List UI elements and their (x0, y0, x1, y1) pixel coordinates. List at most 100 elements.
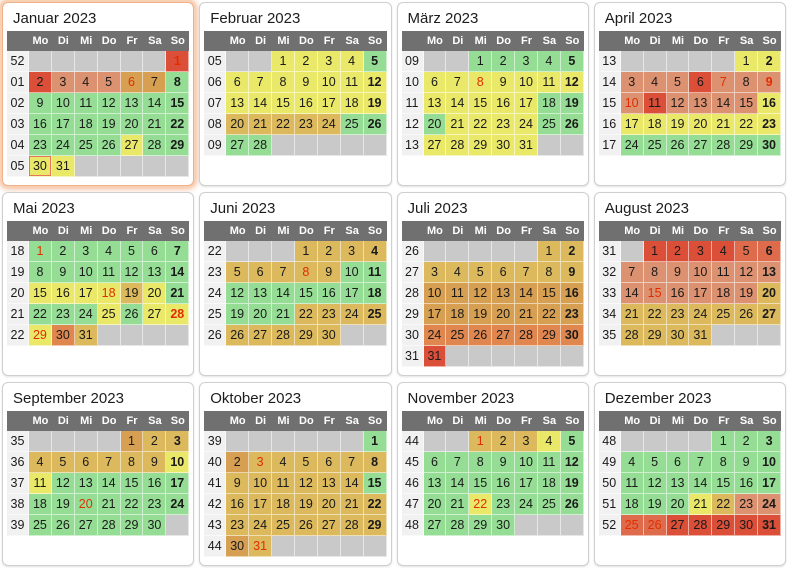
day-cell-10[interactable]: 10 (689, 262, 713, 283)
day-cell-30[interactable]: 30 (492, 135, 516, 156)
day-cell-14[interactable]: 14 (689, 473, 713, 494)
day-cell-3[interactable]: 3 (166, 431, 190, 452)
day-cell-30[interactable]: 30 (666, 325, 690, 346)
day-cell-3[interactable]: 3 (423, 262, 447, 283)
day-cell-24[interactable]: 24 (249, 515, 273, 536)
day-cell-6[interactable]: 6 (492, 262, 516, 283)
day-cell-3[interactable]: 3 (249, 452, 273, 473)
day-cell-5[interactable]: 5 (560, 431, 584, 452)
day-cell-16[interactable]: 16 (560, 283, 584, 304)
day-cell-13[interactable]: 13 (226, 93, 250, 114)
day-cell-26[interactable]: 26 (363, 114, 387, 135)
day-cell-30[interactable]: 30 (758, 135, 781, 156)
day-cell-7[interactable]: 7 (340, 452, 364, 473)
day-cell-7[interactable]: 7 (446, 452, 470, 473)
day-cell-15[interactable]: 15 (469, 473, 493, 494)
day-cell-14[interactable]: 14 (166, 262, 190, 283)
day-cell-16[interactable]: 16 (492, 93, 516, 114)
day-cell-8[interactable]: 8 (272, 72, 295, 93)
day-cell-27[interactable]: 27 (689, 135, 713, 156)
day-cell-21[interactable]: 21 (712, 114, 736, 135)
day-cell-1[interactable]: 1 (735, 51, 759, 72)
day-cell-15[interactable]: 15 (29, 283, 52, 304)
day-cell-8[interactable]: 8 (712, 452, 736, 473)
day-cell-25[interactable]: 25 (363, 304, 387, 325)
day-cell-17[interactable]: 17 (515, 473, 538, 494)
day-cell-16[interactable]: 16 (317, 283, 341, 304)
day-cell-17[interactable]: 17 (340, 283, 364, 304)
day-cell-27[interactable]: 27 (423, 135, 447, 156)
day-cell-27[interactable]: 27 (249, 325, 273, 346)
day-cell-9[interactable]: 9 (735, 452, 759, 473)
day-cell-11[interactable]: 11 (29, 473, 52, 494)
day-cell-24[interactable]: 24 (166, 494, 190, 515)
day-cell-31[interactable]: 31 (249, 536, 273, 557)
day-cell-12[interactable]: 12 (735, 262, 759, 283)
day-cell-29[interactable]: 29 (643, 325, 667, 346)
day-cell-6[interactable]: 6 (143, 241, 167, 262)
day-cell-4[interactable]: 4 (363, 241, 387, 262)
day-cell-23[interactable]: 23 (758, 114, 781, 135)
day-cell-9[interactable]: 9 (51, 262, 75, 283)
day-cell-24[interactable]: 24 (74, 304, 98, 325)
day-cell-29[interactable]: 29 (469, 515, 493, 536)
day-cell-19[interactable]: 19 (226, 304, 250, 325)
day-cell-11[interactable]: 11 (446, 283, 470, 304)
day-cell-2[interactable]: 2 (29, 72, 52, 93)
day-cell-10[interactable]: 10 (51, 93, 75, 114)
day-cell-17[interactable]: 17 (51, 114, 75, 135)
day-cell-1[interactable]: 1 (712, 431, 736, 452)
day-cell-31[interactable]: 31 (423, 346, 447, 367)
day-cell-20[interactable]: 20 (666, 494, 690, 515)
day-cell-25[interactable]: 25 (97, 304, 121, 325)
day-cell-4[interactable]: 4 (537, 51, 561, 72)
day-cell-30[interactable]: 30 (226, 536, 250, 557)
day-cell-14[interactable]: 14 (446, 473, 470, 494)
day-cell-30[interactable]: 30 (29, 156, 52, 177)
day-cell-11[interactable]: 11 (537, 452, 561, 473)
day-cell-28[interactable]: 28 (446, 515, 470, 536)
day-cell-14[interactable]: 14 (620, 283, 644, 304)
day-cell-18[interactable]: 18 (363, 283, 387, 304)
day-cell-5[interactable]: 5 (643, 452, 667, 473)
day-cell-6[interactable]: 6 (74, 452, 98, 473)
day-cell-16[interactable]: 16 (51, 283, 75, 304)
day-cell-26[interactable]: 26 (97, 135, 121, 156)
day-cell-23[interactable]: 23 (492, 494, 516, 515)
day-cell-30[interactable]: 30 (560, 325, 584, 346)
day-cell-9[interactable]: 9 (29, 93, 52, 114)
day-cell-5[interactable]: 5 (735, 241, 759, 262)
day-cell-5[interactable]: 5 (226, 262, 250, 283)
day-cell-30[interactable]: 30 (143, 515, 167, 536)
day-cell-7[interactable]: 7 (166, 241, 190, 262)
day-cell-7[interactable]: 7 (712, 72, 736, 93)
day-cell-1[interactable]: 1 (272, 51, 295, 72)
day-cell-27[interactable]: 27 (492, 325, 516, 346)
day-cell-28[interactable]: 28 (712, 135, 736, 156)
day-cell-15[interactable]: 15 (363, 473, 387, 494)
day-cell-1[interactable]: 1 (120, 431, 144, 452)
day-cell-14[interactable]: 14 (446, 93, 470, 114)
day-cell-29[interactable]: 29 (29, 325, 52, 346)
day-cell-7[interactable]: 7 (249, 72, 273, 93)
day-cell-1[interactable]: 1 (643, 241, 667, 262)
day-cell-21[interactable]: 21 (166, 283, 190, 304)
day-cell-27[interactable]: 27 (120, 135, 144, 156)
day-cell-21[interactable]: 21 (272, 304, 295, 325)
day-cell-2[interactable]: 2 (492, 431, 516, 452)
day-cell-10[interactable]: 10 (317, 72, 341, 93)
day-cell-26[interactable]: 26 (51, 515, 75, 536)
day-cell-20[interactable]: 20 (317, 494, 341, 515)
day-cell-24[interactable]: 24 (515, 114, 538, 135)
day-cell-16[interactable]: 16 (29, 114, 52, 135)
day-cell-9[interactable]: 9 (666, 262, 690, 283)
day-cell-10[interactable]: 10 (166, 452, 190, 473)
day-cell-19[interactable]: 19 (120, 283, 144, 304)
day-cell-26[interactable]: 26 (560, 114, 584, 135)
day-cell-18[interactable]: 18 (537, 93, 561, 114)
day-cell-29[interactable]: 29 (166, 135, 190, 156)
day-cell-3[interactable]: 3 (620, 72, 644, 93)
day-cell-8[interactable]: 8 (120, 452, 144, 473)
day-cell-29[interactable]: 29 (120, 515, 144, 536)
day-cell-7[interactable]: 7 (143, 72, 167, 93)
